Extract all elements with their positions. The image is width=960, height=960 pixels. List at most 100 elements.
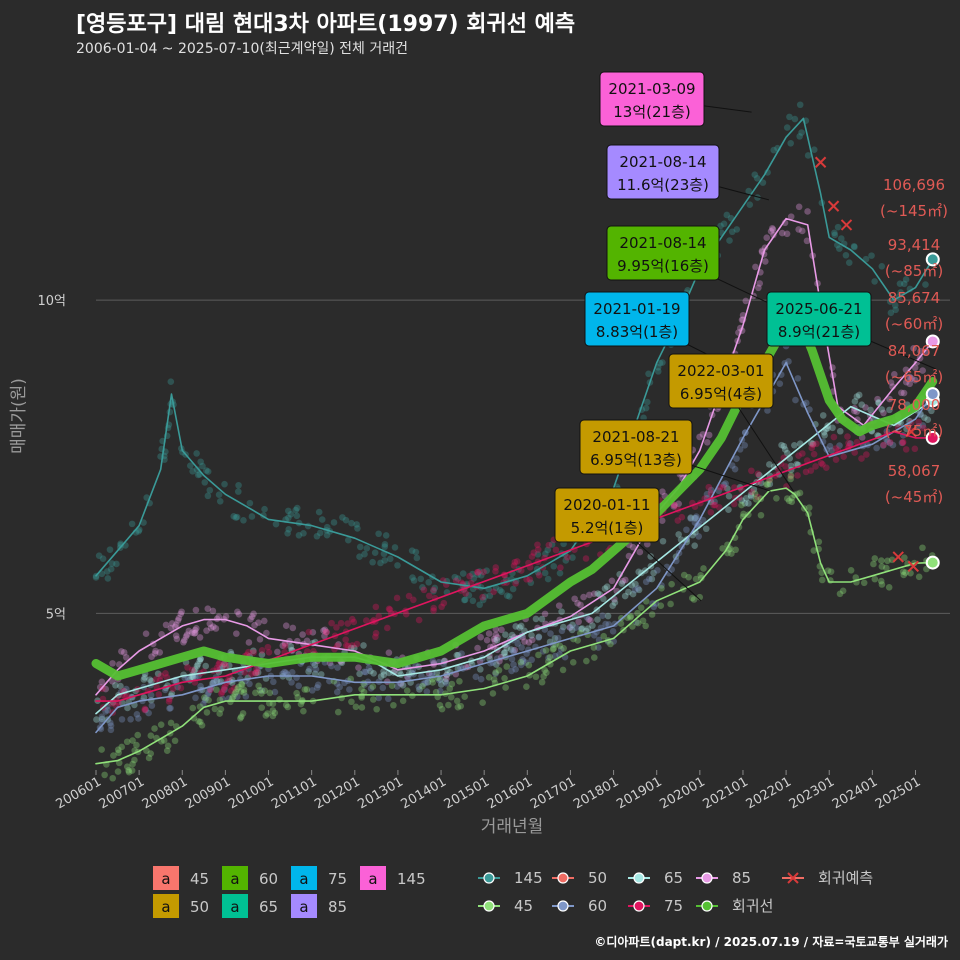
transaction-point xyxy=(883,564,890,572)
latest-point-75 xyxy=(925,430,940,445)
transaction-point xyxy=(902,276,910,283)
transaction-point xyxy=(140,676,148,683)
legend-item: a 60 xyxy=(222,866,278,890)
callout-price: 9.95억(16층) xyxy=(617,257,709,275)
transaction-point xyxy=(900,571,907,579)
transaction-point xyxy=(189,468,196,475)
transaction-point xyxy=(794,375,802,382)
transaction-point xyxy=(322,628,330,636)
callout-date: 2021-08-14 xyxy=(619,234,706,252)
transaction-point xyxy=(752,496,760,503)
x-tick-label: 201201 xyxy=(312,774,362,812)
transaction-point xyxy=(397,679,404,687)
transaction-point xyxy=(675,531,682,538)
transaction-point xyxy=(388,682,396,690)
transaction-point xyxy=(646,575,653,583)
transaction-point xyxy=(408,547,416,554)
transaction-point xyxy=(622,576,629,584)
transaction-point xyxy=(199,462,206,470)
transaction-point xyxy=(763,481,770,488)
transaction-point xyxy=(470,575,478,582)
transaction-point xyxy=(792,396,799,404)
transaction-point xyxy=(207,624,215,632)
transaction-point xyxy=(738,501,745,509)
legend-label: 65 xyxy=(259,898,278,916)
transaction-point xyxy=(258,647,266,654)
transaction-point xyxy=(258,651,266,659)
transaction-point xyxy=(835,245,843,252)
legend-item: 65 xyxy=(628,869,683,887)
transaction-point xyxy=(648,611,656,618)
transaction-point xyxy=(795,226,802,233)
transaction-point xyxy=(344,642,352,650)
x-tick-label: 200701 xyxy=(97,774,147,812)
transaction-point xyxy=(142,630,150,637)
transaction-point xyxy=(98,678,106,686)
transaction-point xyxy=(225,695,233,702)
series-line-45 xyxy=(95,487,934,765)
transaction-point xyxy=(422,679,429,687)
transaction-point xyxy=(483,636,491,644)
transaction-point xyxy=(196,634,204,641)
transaction-point xyxy=(577,601,584,609)
transaction-point xyxy=(783,230,791,238)
transaction-point xyxy=(247,615,254,623)
transaction-point xyxy=(501,649,509,656)
source-caption: ©디아파트(dapt.kr) / 2025.07.19 / 자료=국토교통부 실… xyxy=(594,935,948,949)
transaction-point xyxy=(851,398,859,405)
transaction-point xyxy=(697,571,704,579)
transaction-point xyxy=(305,628,313,636)
transaction-point xyxy=(456,677,463,685)
transaction-point xyxy=(206,620,214,627)
transaction-point xyxy=(362,668,370,676)
transaction-point xyxy=(643,398,651,406)
transaction-point xyxy=(509,647,517,654)
transaction-point xyxy=(812,463,819,470)
transaction-point xyxy=(306,665,313,673)
legend-item: a 65 xyxy=(222,894,278,918)
transaction-point xyxy=(122,685,130,693)
transaction-point xyxy=(142,706,150,714)
transaction-point xyxy=(109,677,116,685)
transaction-point xyxy=(320,627,327,634)
transaction-point xyxy=(146,676,154,683)
transaction-point xyxy=(103,568,111,575)
transaction-point xyxy=(492,670,499,677)
transaction-point xyxy=(607,640,614,648)
callout-date: 2021-08-21 xyxy=(592,428,679,446)
transaction-point xyxy=(106,546,114,553)
transaction-point xyxy=(174,617,182,624)
x-tick-label: 201601 xyxy=(485,774,535,812)
transaction-point xyxy=(688,594,696,602)
transaction-point xyxy=(356,553,363,561)
transaction-point xyxy=(886,395,893,403)
transaction-point xyxy=(372,629,380,637)
transaction-point xyxy=(382,532,390,539)
right-label-value: 84,067 xyxy=(888,342,941,360)
transaction-point xyxy=(804,152,812,159)
transaction-point xyxy=(251,621,258,629)
legend-point xyxy=(483,872,495,884)
transaction-point xyxy=(501,675,508,682)
transaction-point xyxy=(514,640,522,648)
transaction-point xyxy=(334,664,341,671)
transaction-point xyxy=(516,624,523,631)
transaction-point xyxy=(900,280,908,288)
transaction-point xyxy=(269,707,277,714)
transaction-point xyxy=(551,652,559,660)
transaction-point xyxy=(178,608,185,616)
callout-date: 2021-03-09 xyxy=(608,80,695,98)
transaction-point xyxy=(654,368,662,375)
transaction-point xyxy=(184,664,191,671)
transaction-point xyxy=(386,555,394,563)
transaction-point xyxy=(356,670,363,678)
transaction-point xyxy=(438,603,445,611)
legend-label: 60 xyxy=(259,870,278,888)
transaction-point xyxy=(840,453,847,461)
transaction-point xyxy=(375,613,383,620)
transaction-point xyxy=(551,635,559,642)
transaction-point xyxy=(458,650,465,657)
transaction-point xyxy=(148,677,155,685)
transaction-point xyxy=(129,760,136,768)
legend-glyph: a xyxy=(230,898,239,916)
